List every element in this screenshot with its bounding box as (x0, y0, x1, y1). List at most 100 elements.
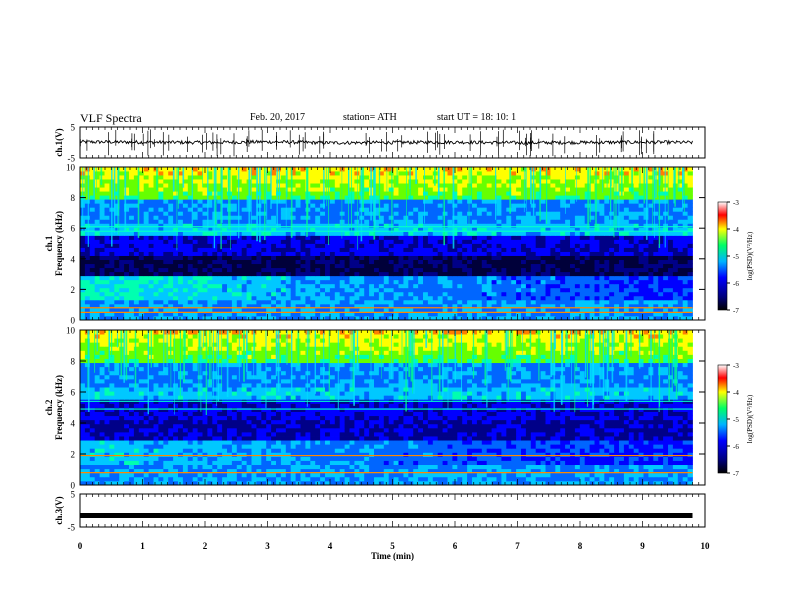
spectrogram-cell (325, 231, 331, 236)
spectrogram-cell (638, 187, 644, 192)
spectrogram-cell (227, 307, 233, 313)
spectrogram-cell (256, 167, 262, 172)
spectrogram-cell (609, 215, 615, 220)
spectrogram-cell (486, 227, 492, 232)
spectrogram-cell (290, 287, 296, 293)
spectrogram-cell (457, 275, 463, 281)
spectrogram-cell (334, 199, 341, 204)
spectrogram-cell (246, 239, 252, 244)
spectrogram-cell (329, 235, 336, 240)
spectrogram-cell (643, 303, 649, 309)
spectrogram-cell (506, 219, 512, 224)
spectrogram-cell (320, 203, 326, 208)
spectrogram-cell (408, 207, 414, 212)
spectrogram-cell (99, 179, 105, 184)
spectrogram-cell (550, 315, 556, 321)
spectrogram-cell (623, 287, 630, 293)
spectrogram-cell (207, 203, 213, 208)
spectrogram-cell (207, 199, 213, 204)
spectrogram-cell (481, 303, 488, 309)
spectrogram-cell (589, 251, 595, 256)
spectrogram-cell (344, 219, 350, 224)
spectrogram-cell (182, 227, 189, 232)
spectrogram-cell (344, 211, 350, 216)
spectrogram-cell (501, 227, 507, 232)
spectrogram-cell (599, 251, 605, 256)
spectrogram-cell (369, 239, 375, 244)
spectrogram-cell (457, 263, 463, 269)
spectrogram-cell (535, 171, 541, 176)
spectrogram-cell (295, 311, 301, 317)
spectrogram-cell (648, 179, 654, 184)
spectrogram-cell (619, 231, 625, 236)
spectrogram-cell (378, 295, 385, 301)
spectrogram-cell (570, 267, 576, 273)
spectrogram-cell (256, 179, 262, 184)
spectrogram-cell (334, 255, 341, 261)
spectrogram-cell (457, 295, 463, 301)
spectrogram-cell (197, 263, 203, 269)
spectrogram-cell (418, 271, 424, 277)
spectrogram-cell (604, 315, 610, 321)
spectrogram-cell (525, 243, 532, 248)
spectrogram-cell (540, 211, 546, 216)
spectrogram-cell (619, 199, 625, 204)
spectrogram-cell (574, 275, 581, 281)
spectrogram-cell (437, 275, 443, 281)
spectrogram-cell (305, 243, 311, 248)
spectrogram-cell (251, 275, 257, 281)
spectrogram-cell (589, 171, 595, 176)
spectrogram-cell (133, 183, 140, 188)
spectrogram-cell (315, 199, 321, 204)
spectrogram-cell (290, 171, 296, 176)
spectrogram-cell (236, 179, 243, 184)
spectrogram-cell (565, 175, 571, 180)
spectrogram-cell (124, 219, 130, 224)
spectrogram-cell (271, 211, 277, 216)
spectrogram-cell (241, 247, 247, 252)
spectrogram-cell (398, 287, 404, 293)
spectrogram-cell (315, 219, 321, 224)
spectrogram-cell (99, 223, 105, 228)
spectrogram-cell (447, 303, 453, 309)
spectrogram-cell (550, 191, 556, 196)
spectrogram-cell (187, 283, 194, 289)
spectrogram-cell (359, 283, 365, 289)
spectrogram-cell (521, 211, 527, 216)
spectrogram-cell (241, 167, 247, 172)
spectrogram-cell (217, 295, 223, 301)
spectrogram-cell (555, 171, 561, 176)
spectrogram-cell (285, 275, 292, 281)
spectrogram-cell (129, 179, 135, 184)
spectrogram-cell (550, 227, 556, 232)
spectrogram-cell (486, 267, 492, 273)
spectrogram-cell (133, 263, 140, 269)
spectrogram-cell (119, 255, 125, 261)
spectrogram-cell (285, 219, 292, 224)
spectrogram-cell (251, 219, 257, 224)
spectrogram-cell (511, 311, 517, 317)
spectrogram-cell (383, 291, 390, 297)
spectrogram-cell (119, 191, 125, 196)
spectrogram-cell (633, 283, 639, 289)
spectrogram-cell (653, 267, 659, 273)
spectrogram-cell (364, 235, 370, 240)
spectrogram-cell (476, 255, 483, 261)
spectrogram-cell (442, 291, 448, 297)
spectrogram-cell (614, 199, 620, 204)
spectrogram-cell (354, 259, 360, 265)
spectrogram-cell (192, 199, 198, 204)
spectrogram-cell (486, 215, 492, 220)
spectrogram-cell (648, 251, 654, 256)
spectrogram-cell (682, 231, 688, 236)
spectrogram-cell (584, 307, 590, 313)
spectrogram-cell (369, 307, 375, 313)
spectrogram-cell (119, 175, 125, 180)
spectrogram-cell (472, 235, 478, 240)
spectrogram-cell (535, 167, 541, 172)
spectrogram-cell (447, 243, 453, 248)
spectrogram-cell (638, 235, 644, 240)
spectrogram-cell (525, 279, 532, 285)
spectrogram-cell (280, 239, 287, 244)
spectrogram-cell (212, 307, 218, 313)
